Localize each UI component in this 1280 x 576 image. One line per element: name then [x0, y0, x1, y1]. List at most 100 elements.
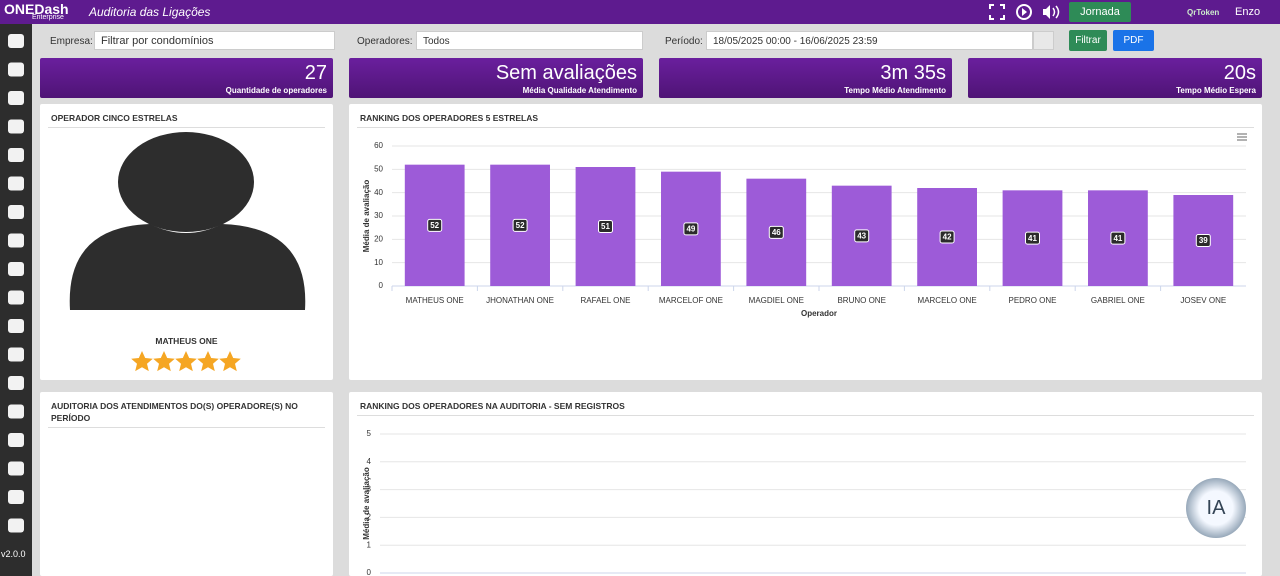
menu-icon[interactable] [8, 62, 24, 77]
x-tick-label: JOSEV ONE [1180, 296, 1226, 305]
panel-title: AUDITORIA DOS ATENDIMENTOS DO(S) OPERADO… [51, 401, 298, 423]
x-tick-label: GABRIEL ONE [1091, 296, 1145, 305]
menu-icon[interactable] [8, 490, 24, 504]
logo-sub: Enterprise [32, 14, 64, 21]
value-label: 42 [943, 233, 952, 242]
menu-icon[interactable] [8, 461, 24, 476]
periodo-input[interactable]: 18/05/2025 00:00 - 16/06/2025 23:59 [706, 31, 1033, 50]
y-tick-label: 5 [367, 429, 372, 438]
operadores-label: Operadores: [357, 36, 413, 47]
y-tick-label: 60 [374, 141, 383, 150]
chart: 0 10 20 30 40 50 60 Média de avaliação Operador 5… [362, 141, 1246, 318]
audit-panel: AUDITORIA DOS ATENDIMENTOS DO(S) OPERADO… [40, 392, 333, 576]
menu-icon[interactable] [8, 34, 24, 48]
kpi-value: 27 [304, 62, 327, 84]
kpi-label: Média Qualidade Atendimento [522, 86, 637, 95]
logo: ONEDash [4, 1, 69, 17]
value-label: 49 [686, 224, 695, 233]
menu-icon[interactable] [8, 404, 24, 419]
qrtoken[interactable]: QrToken [1187, 8, 1220, 17]
chart: 0 1 2 3 4 5 Média de avaliação [362, 429, 1246, 576]
periodo-label: Período: [665, 36, 703, 47]
filter-button[interactable]: Filtrar [1069, 30, 1107, 51]
assistant-badge[interactable]: IA [1186, 478, 1246, 538]
kpi-value: 20s [1223, 62, 1256, 84]
menu-icon[interactable] [8, 176, 24, 191]
x-tick-label: MAGDIEL ONE [749, 296, 804, 305]
assistant-label: IA [1206, 497, 1226, 519]
menu-icon[interactable] [8, 518, 24, 533]
y-axis-label: Média de avaliação [362, 180, 371, 253]
value-label: 39 [1199, 236, 1208, 245]
value-label: 43 [857, 231, 866, 240]
empresa-label: Empresa: [50, 36, 93, 47]
menu-icon[interactable] [8, 233, 24, 248]
menu-icon[interactable] [8, 433, 24, 447]
kpi-card: 27 Quantidade de operadores [40, 58, 333, 98]
sidebar: v2.0.0 [0, 24, 32, 576]
value-label: 41 [1113, 234, 1122, 243]
y-tick-label: 20 [374, 234, 383, 243]
value-label-bg [427, 218, 443, 232]
user-menu[interactable]: Enzo [1235, 6, 1261, 18]
y-tick-label: 30 [374, 211, 383, 220]
menu-icon[interactable] [8, 376, 24, 390]
jornada-button[interactable]: Jornada [1069, 2, 1131, 22]
x-tick-label: MATHEUS ONE [406, 296, 464, 305]
x-tick-label: MARCELO ONE [918, 296, 977, 305]
value-label-bg [683, 222, 699, 236]
y-tick-label: 40 [374, 188, 383, 197]
x-tick-label: MARCELOF ONE [659, 296, 723, 305]
menu-icon[interactable] [8, 119, 24, 134]
audit-ranking-panel: RANKING DOS OPERADORES NA AUDITORIA - SE… [349, 392, 1262, 576]
y-tick-label: 4 [367, 457, 372, 466]
page-title: Auditoria das Ligações [89, 5, 211, 19]
x-tick-label: BRUNO ONE [837, 296, 885, 305]
menu-icon[interactable] [8, 347, 24, 362]
menu-icon[interactable] [8, 290, 24, 305]
y-tick-label: 3 [367, 485, 372, 494]
operadores-select[interactable]: Todos [416, 31, 643, 50]
panel-title: OPERADOR CINCO ESTRELAS [51, 113, 178, 123]
sidebar-icons[interactable] [0, 24, 32, 544]
y-axis-label: Média de avaliação [362, 467, 371, 540]
kpi-card: 3m 35s Tempo Médio Atendimento [659, 58, 952, 98]
y-tick-label: 1 [367, 540, 372, 549]
ranking-panel: RANKING DOS OPERADORES 5 ESTRELAS 0 10 20 3… [349, 104, 1262, 380]
x-tick-label: JHONATHAN ONE [486, 296, 554, 305]
kpi-value: Sem avaliações [495, 62, 637, 84]
kpi-card: 20s Tempo Médio Espera [968, 58, 1262, 98]
chart-menu[interactable] [1236, 132, 1248, 142]
empresa-select[interactable]: Filtrar por condomínios [94, 31, 335, 50]
pdf-button[interactable]: PDF [1113, 30, 1154, 51]
value-label: 52 [516, 221, 525, 230]
y-tick-label: 0 [367, 568, 372, 576]
value-label: 51 [601, 222, 610, 231]
kpi-label: Tempo Médio Espera [1176, 86, 1256, 95]
value-label: 41 [1028, 234, 1037, 243]
menu-icon[interactable] [8, 148, 24, 162]
menu-icon[interactable] [8, 262, 24, 276]
x-tick-label: RAFAEL ONE [581, 296, 631, 305]
value-label: 46 [772, 228, 781, 237]
header-icons[interactable] [988, 3, 1063, 21]
menu-icon[interactable] [8, 205, 24, 219]
kpi-card: Sem avaliações Média Qualidade Atendiment… [349, 58, 643, 98]
panel-title: RANKING DOS OPERADORES NA AUDITORIA - SE… [360, 401, 625, 411]
menu-icon[interactable] [8, 319, 24, 333]
value-label-bg [1195, 234, 1211, 247]
version: v2.0.0 [1, 549, 26, 559]
kpi-label: Quantidade de operadores [225, 86, 327, 95]
panel-title: RANKING DOS OPERADORES 5 ESTRELAS [360, 113, 539, 123]
kpi-value: 3m 35s [880, 62, 946, 84]
value-label-bg [939, 230, 955, 244]
x-tick-label: PEDRO ONE [1008, 296, 1056, 305]
star-operator-panel: OPERADOR CINCO ESTRELAS MATHEUS ONE [40, 104, 333, 380]
value-label-bg [1025, 231, 1040, 245]
value-label-bg [1110, 231, 1126, 245]
y-tick-label: 2 [367, 513, 372, 522]
y-tick-label: 10 [374, 258, 383, 267]
calendar-button[interactable] [1033, 31, 1054, 50]
y-tick-label: 50 [374, 164, 383, 173]
menu-icon[interactable] [8, 91, 24, 105]
